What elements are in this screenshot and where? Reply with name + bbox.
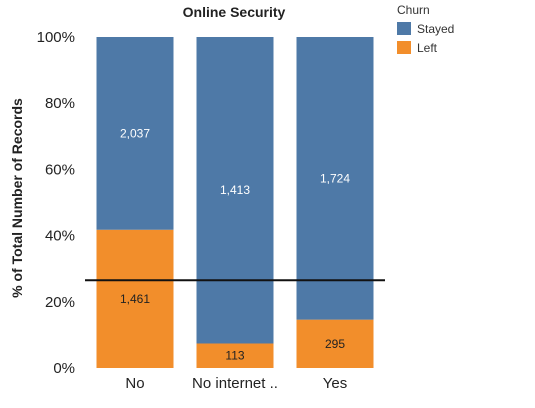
x-axis-ticks: No No internet .. Yes <box>125 375 347 392</box>
bar-stayed <box>196 37 274 344</box>
data-label-left: 113 <box>225 349 244 363</box>
legend-swatch-stayed <box>397 22 411 35</box>
y-tick-label: 80% <box>45 95 75 112</box>
bar-left <box>296 319 374 368</box>
bar-data-labels: 1,461 2,037 113 1,413 295 1,724 <box>120 126 350 362</box>
legend-label-left: Left <box>417 41 438 55</box>
chart-title: Online Security <box>183 4 286 20</box>
x-tick-label: No internet .. <box>192 375 278 392</box>
legend-items: Stayed Left <box>397 22 454 55</box>
y-tick-label: 0% <box>53 360 75 377</box>
bar-series <box>96 37 374 368</box>
legend-swatch-left <box>397 41 411 54</box>
legend-title: Churn <box>397 3 430 17</box>
y-tick-label: 40% <box>45 228 75 245</box>
y-axis-ticks: 0% 20% 40% 60% 80% 100% <box>37 29 75 377</box>
x-tick-label: No <box>125 375 144 392</box>
x-tick-label: Yes <box>323 375 347 392</box>
bar-stayed <box>296 37 374 320</box>
y-axis-label: % of Total Number of Records <box>9 98 25 298</box>
y-tick-label: 60% <box>45 161 75 178</box>
bar-stayed <box>96 37 174 230</box>
bar-left <box>196 343 274 368</box>
bar-left <box>96 229 174 368</box>
y-tick-label: 100% <box>37 29 75 46</box>
data-label-stayed: 1,724 <box>320 171 350 185</box>
data-label-left: 295 <box>325 337 345 351</box>
data-label-left: 1,461 <box>120 292 150 306</box>
legend-label-stayed: Stayed <box>417 22 454 36</box>
y-tick-label: 20% <box>45 294 75 311</box>
data-label-stayed: 1,413 <box>220 183 250 197</box>
legend: Churn Stayed Left <box>397 3 454 55</box>
data-label-stayed: 2,037 <box>120 126 150 140</box>
